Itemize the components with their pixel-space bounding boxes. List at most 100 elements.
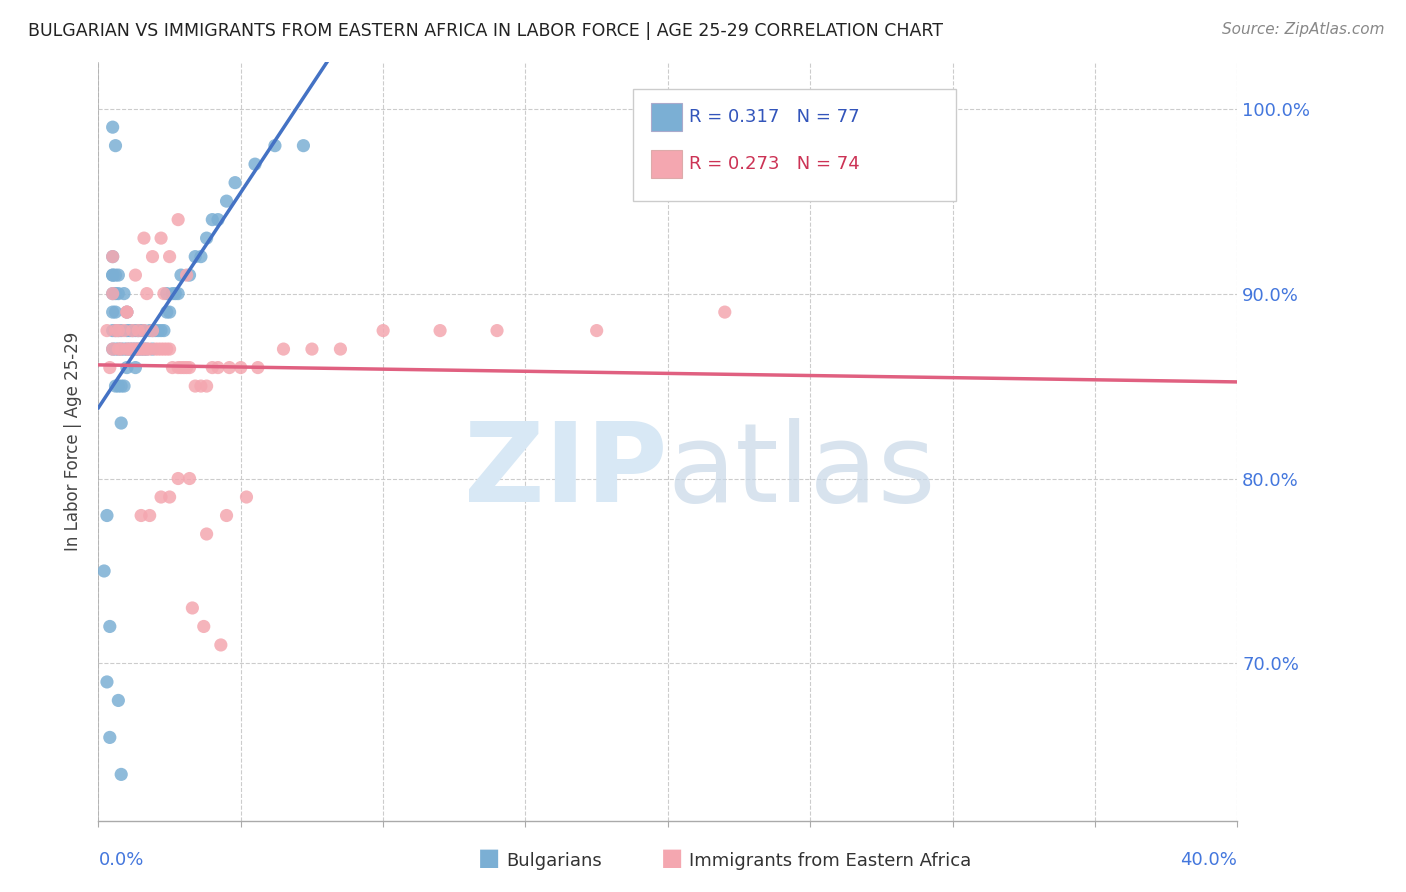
Point [179,360,201,375]
Point [129,342,152,356]
Point [107,342,129,356]
Point [179,268,201,282]
Point [107,268,129,282]
Point [121,342,143,356]
Text: atlas: atlas [668,418,936,525]
Point [141,250,163,264]
Point [195,527,218,541]
Point [224,176,246,190]
Point [118,324,141,338]
Point [150,342,173,356]
Point [124,342,146,356]
Text: 0.0%: 0.0% [98,851,143,869]
Point [153,342,176,356]
Point [273,342,295,356]
Point [373,324,395,338]
Point [156,286,179,301]
Point [235,490,257,504]
Point [138,342,160,356]
Point [96,675,118,690]
Point [141,324,163,338]
Point [104,324,127,338]
Point [190,379,212,393]
Point [104,138,127,153]
Point [190,250,212,264]
Point [115,305,138,319]
Point [107,324,129,338]
Text: R = 0.317   N = 77: R = 0.317 N = 77 [689,108,859,126]
Point [132,231,155,245]
Point [207,360,229,375]
Point [167,212,190,227]
Point [141,324,163,338]
Text: Source: ZipAtlas.com: Source: ZipAtlas.com [1222,22,1385,37]
Point [201,212,224,227]
Point [112,379,135,393]
Point [101,268,124,282]
Point [153,286,176,301]
Point [132,324,155,338]
Point [138,508,160,523]
Point [159,342,181,356]
Point [104,305,127,319]
Point [184,250,207,264]
Point [181,601,204,615]
Point [167,360,190,375]
Point [429,324,451,338]
Point [246,360,269,375]
Point [101,268,124,282]
Point [195,379,218,393]
Point [101,250,124,264]
Point [132,342,155,356]
Point [110,342,132,356]
Point [124,342,146,356]
Point [159,250,181,264]
Point [101,324,124,338]
Point [101,120,124,135]
Point [243,157,266,171]
Point [162,286,184,301]
Point [98,360,121,375]
Point [101,342,124,356]
Text: BULGARIAN VS IMMIGRANTS FROM EASTERN AFRICA IN LABOR FORCE | AGE 25-29 CORRELATI: BULGARIAN VS IMMIGRANTS FROM EASTERN AFR… [28,22,943,40]
Point [176,360,198,375]
Point [132,342,155,356]
Point [110,767,132,781]
Point [110,379,132,393]
Point [121,324,143,338]
Point [170,360,193,375]
Point [165,286,187,301]
Point [156,342,179,356]
Point [104,379,127,393]
Point [112,342,135,356]
Point [129,508,152,523]
Point [110,342,132,356]
Point [121,324,143,338]
Text: ■: ■ [661,846,683,870]
Point [101,250,124,264]
Point [115,342,138,356]
Point [585,324,607,338]
Point [148,324,170,338]
Point [115,342,138,356]
Point [118,342,141,356]
Point [145,324,167,338]
Point [292,138,315,153]
Point [129,342,152,356]
Point [176,268,198,282]
Point [112,324,135,338]
Point [159,305,181,319]
Point [107,693,129,707]
Point [104,324,127,338]
Point [101,286,124,301]
Point [150,490,173,504]
Point [112,286,135,301]
Point [329,342,352,356]
Point [110,416,132,430]
Text: ■: ■ [478,846,501,870]
Point [207,212,229,227]
Point [107,379,129,393]
Point [209,638,232,652]
Point [229,360,252,375]
Point [153,324,176,338]
